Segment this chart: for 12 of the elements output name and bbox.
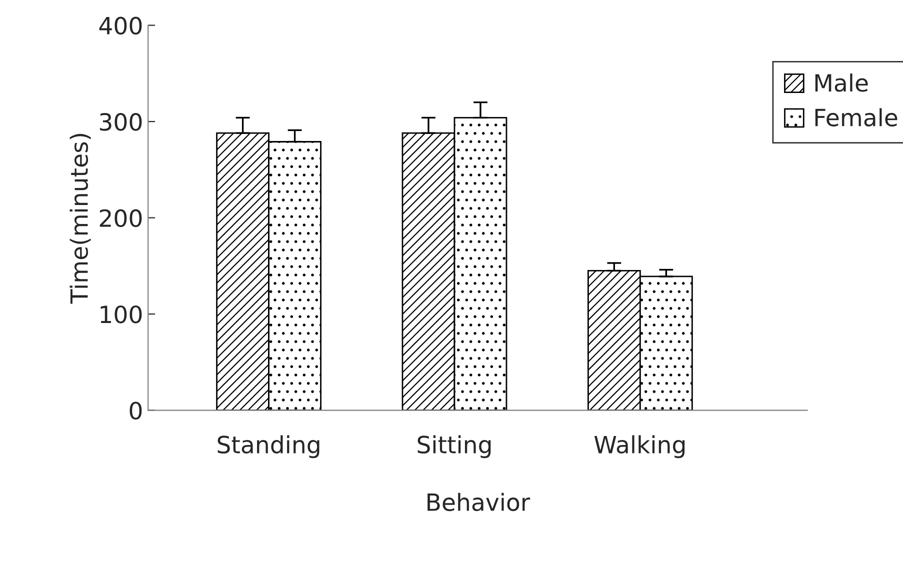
y-tick-label: 0 [130,402,142,420]
x-tick-label: Walking [594,435,685,458]
legend-label: Female [815,108,898,126]
legend-label: Male [815,74,868,92]
y-axis-title: Time(minutes) [70,134,91,304]
x-axis-title: Behavior [428,492,530,512]
y-tick-label: 400 [99,16,142,35]
y-tick-label: 200 [100,209,142,228]
x-tick-label: Sitting [418,435,491,458]
y-tick-label: 300 [100,112,142,131]
x-tick-label: Standing [218,435,320,458]
y-tick-label: 100 [100,305,142,324]
